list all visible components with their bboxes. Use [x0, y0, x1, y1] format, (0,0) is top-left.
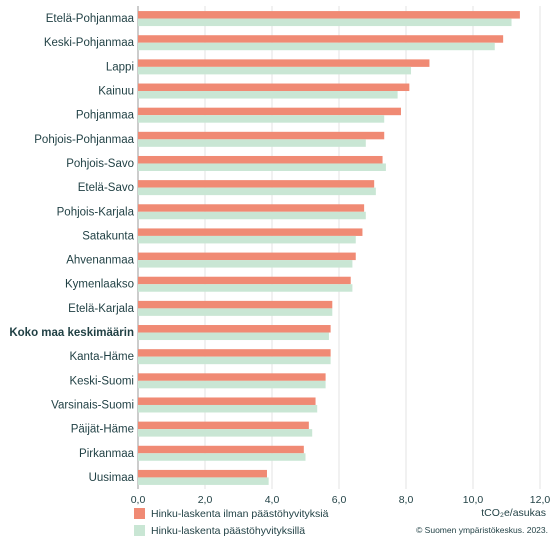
bar-series-2: [138, 66, 412, 75]
bar-series-2: [138, 356, 331, 365]
bar-series-2: [138, 453, 306, 461]
category-label: Uusimaa: [89, 472, 135, 484]
bar-series-1: [138, 35, 504, 43]
bar-series-1: [138, 469, 267, 478]
category-label: Varsinais-Suomi: [51, 399, 134, 411]
bar-series-2: [138, 91, 398, 99]
category-label: Koko maa keskimäärin: [9, 327, 134, 339]
bar-series-2: [138, 380, 326, 389]
category-label: Ahvenanmaa: [66, 255, 134, 267]
category-label: Pohjanmaa: [76, 110, 135, 122]
legend: Hinku-laskenta ilman päästöhyvityksiä Hi…: [134, 505, 328, 539]
bar-series-1: [138, 155, 383, 164]
bar-series-2: [138, 404, 318, 413]
category-label: Kanta-Häme: [69, 351, 134, 363]
bar-series-2: [138, 115, 385, 123]
bar-series-1: [138, 107, 401, 116]
bar-series-1: [138, 325, 331, 333]
category-label: Kainuu: [98, 86, 134, 98]
bar-series-1: [138, 59, 430, 67]
source-credit: © Suomen ympäristökeskus. 2023.: [416, 525, 548, 535]
category-label: Päijät-Häme: [71, 424, 134, 436]
bar-series-2: [138, 211, 366, 220]
bar-series-2: [138, 332, 329, 341]
x-tick-label: 8,0: [399, 494, 414, 506]
legend-item-series-1: Hinku-laskenta ilman päästöhyvityksiä: [134, 505, 328, 522]
bar-series-1: [138, 252, 356, 261]
bar-series-2: [138, 429, 313, 437]
x-tick-label: 2,0: [198, 494, 213, 506]
bar-series-1: [138, 228, 363, 236]
bar-series-1: [138, 397, 316, 405]
bar-series-2: [138, 139, 366, 147]
x-tick-label: 6,0: [332, 494, 347, 506]
bar-series-2: [138, 308, 333, 316]
bar-series-1: [138, 131, 385, 140]
bar-series-1: [138, 276, 351, 285]
category-label: Keski-Pohjanmaa: [44, 37, 135, 49]
x-tick-label: 12,0: [530, 494, 551, 506]
bar-series-1: [138, 204, 365, 212]
legend-label-series-2: Hinku-laskenta päästöhyvityksillä: [151, 524, 306, 537]
category-label: Keski-Suomi: [69, 375, 134, 387]
bar-series-2: [138, 235, 356, 244]
legend-item-series-2: Hinku-laskenta päästöhyvityksillä: [134, 522, 328, 539]
bar-series-1: [138, 300, 333, 309]
category-label: Satakunta: [82, 230, 134, 242]
bar-series-1: [138, 11, 520, 19]
x-tick-label: 4,0: [265, 494, 280, 506]
legend-swatch-series-2: [134, 525, 145, 536]
legend-label-series-1: Hinku-laskenta ilman päästöhyvityksiä: [151, 507, 329, 520]
category-label: Pohjois-Karjala: [57, 206, 135, 218]
category-label: Pirkanmaa: [79, 448, 135, 460]
bar-series-1: [138, 373, 326, 381]
category-label: Kymenlaakso: [65, 279, 134, 291]
bar-series-1: [138, 349, 331, 357]
category-label: Etelä-Savo: [78, 182, 134, 194]
bar-series-2: [138, 42, 495, 51]
x-tick-label: 10,0: [463, 494, 484, 506]
bar-series-2: [138, 163, 386, 171]
category-label: Pohjois-Savo: [66, 158, 134, 170]
bar-series-1: [138, 445, 304, 454]
category-label: Etelä-Karjala: [68, 303, 134, 315]
bar-series-2: [138, 187, 376, 196]
bar-series-2: [138, 18, 512, 27]
bar-series-1: [138, 180, 375, 188]
category-label: Lappi: [106, 61, 134, 73]
bar-series-1: [138, 83, 410, 92]
bar-series-2: [138, 284, 353, 292]
bar-series-2: [138, 260, 353, 268]
x-axis-unit-label: tCO₂e/asukas: [481, 507, 546, 519]
x-tick-label: 0,0: [131, 494, 146, 506]
category-label: Etelä-Pohjanmaa: [46, 13, 135, 25]
bar-series-2: [138, 477, 269, 485]
legend-swatch-series-1: [134, 508, 145, 519]
category-label: Pohjois-Pohjanmaa: [34, 134, 134, 146]
bar-series-1: [138, 421, 309, 430]
